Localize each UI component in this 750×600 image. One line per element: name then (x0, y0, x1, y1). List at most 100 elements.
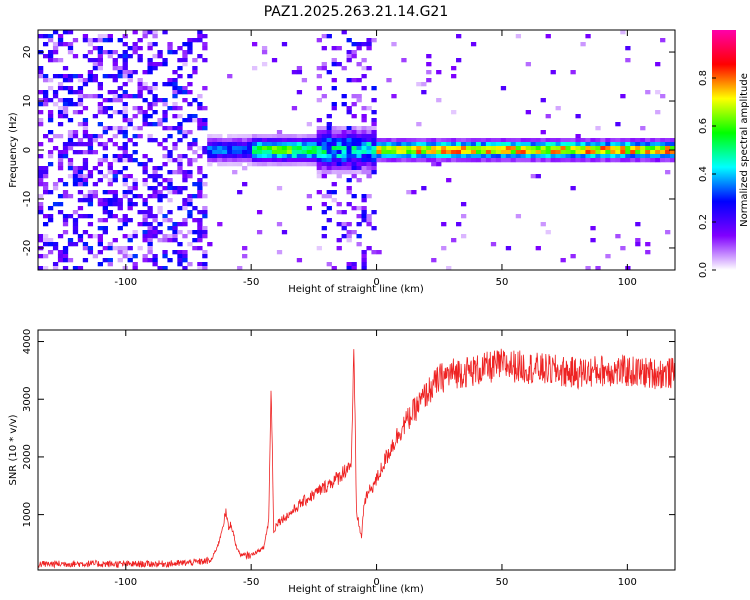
spectrogram-cell (530, 138, 536, 143)
spectrogram-cell (67, 30, 74, 35)
spectrogram-cell (361, 158, 367, 163)
spectrogram-cell (525, 158, 531, 163)
spectrogram-cell (247, 158, 253, 163)
spectrogram-cell (107, 178, 113, 183)
spectrogram-cell (102, 98, 108, 103)
spectrogram-cell (371, 126, 377, 131)
spectrogram-cell (401, 150, 407, 155)
spectrogram-cell (242, 134, 248, 139)
spectrogram-cell (416, 142, 422, 147)
spectrogram-cell (62, 230, 69, 235)
spectrogram-cell (157, 142, 163, 147)
spectrogram-cell (251, 150, 258, 155)
spectrogram-cell (331, 158, 337, 163)
spectrogram-cell (525, 150, 531, 155)
spectrogram-cell (107, 90, 113, 95)
spectrogram-cell (67, 50, 74, 55)
spectrogram-cell (361, 162, 367, 167)
spectrogram-cell (321, 34, 327, 39)
spectrogram-cell (555, 142, 561, 147)
spectrogram-cell (565, 138, 571, 143)
spectrogram-cell (102, 126, 108, 131)
spectrogram-cell (625, 158, 631, 163)
spectrogram-cell (182, 202, 188, 207)
spectrogram-cell (117, 154, 123, 159)
spectrogram-cell (42, 78, 49, 83)
spectrogram-cell (97, 122, 103, 127)
spectrogram-cell (366, 170, 372, 175)
spectrogram-cell (92, 94, 99, 99)
spectrogram-cell (102, 174, 108, 179)
spectrogram-cell (640, 126, 646, 131)
spectrogram-cell (570, 142, 576, 147)
spectrogram-cell (182, 170, 188, 175)
spectrogram-cell (635, 146, 641, 151)
spectrogram-cell (42, 214, 49, 219)
spectrogram-cell (177, 138, 183, 143)
spectrogram-cell (102, 246, 108, 251)
spectrogram-cell (426, 62, 432, 67)
spectrogram-cell (296, 150, 303, 155)
spectrogram-cell (82, 82, 89, 87)
spectrogram-cell (301, 146, 308, 151)
spectrogram-cell (97, 58, 103, 63)
spectrogram-cell (366, 246, 372, 251)
spectrogram-cell (451, 154, 457, 159)
spectrogram-cell (112, 190, 118, 195)
spectrogram-cell (107, 190, 113, 195)
spectrogram-cell (107, 98, 113, 103)
y-tick-label: -10 (22, 191, 33, 207)
spectrogram-cell (655, 146, 661, 151)
spectrogram-cell (421, 158, 427, 163)
spectrogram-cell (237, 266, 243, 271)
spectrogram-cell (47, 110, 54, 115)
spectrogram-cell (615, 234, 621, 239)
spectrogram-cell (72, 142, 79, 147)
spectrogram-cell (630, 142, 636, 147)
spectrogram-cell (177, 74, 183, 79)
spectrogram-cell (107, 210, 113, 215)
spectrogram-cell (122, 166, 128, 171)
spectrogram-cell (356, 222, 362, 227)
spectrogram-cell (187, 198, 193, 203)
spectrogram-cell (286, 138, 293, 143)
spectrogram-cell (187, 174, 193, 179)
spectrogram-cell (167, 190, 173, 195)
spectrogram-cell (530, 142, 536, 147)
spectrogram-cell (416, 122, 422, 127)
spectrogram-cell (192, 58, 198, 63)
spectrogram-cell (545, 138, 551, 143)
spectrogram-cell (306, 158, 313, 163)
spectrogram-cell (585, 150, 591, 155)
spectrogram-cell (655, 150, 661, 155)
spectrogram-cell (152, 30, 158, 35)
spectrogram-cell (197, 182, 203, 187)
spectrogram-cell (520, 154, 527, 159)
spectrogram-cell (540, 222, 546, 227)
spectrogram-cell (52, 134, 59, 139)
spectrogram-cell (202, 230, 208, 235)
spectrogram-cell (162, 58, 168, 63)
spectrogram-cell (271, 134, 278, 139)
spectrogram-cell (291, 106, 298, 111)
spectrogram-cell (321, 66, 327, 71)
spectrogram-cell (535, 146, 541, 151)
spectrogram-cell (142, 118, 148, 123)
spectrogram-cell (490, 154, 497, 159)
spectrogram-cell (316, 66, 322, 71)
spectrogram-cell (485, 138, 492, 143)
spectrogram-cell (187, 90, 193, 95)
spectrogram-cell (92, 150, 99, 155)
spectrogram-cell (565, 154, 571, 159)
spectrogram-cell (202, 118, 208, 123)
spectrogram-cell (217, 134, 223, 139)
spectrogram-cell (386, 158, 392, 163)
spectrogram-cell (500, 150, 507, 155)
spectrogram-cell (237, 190, 243, 195)
spectrogram-cell (326, 34, 332, 39)
spectrogram-cell (475, 154, 482, 159)
spectrogram-cell (122, 82, 128, 87)
spectrogram-cell (167, 170, 173, 175)
spectrogram-cell (540, 158, 546, 163)
